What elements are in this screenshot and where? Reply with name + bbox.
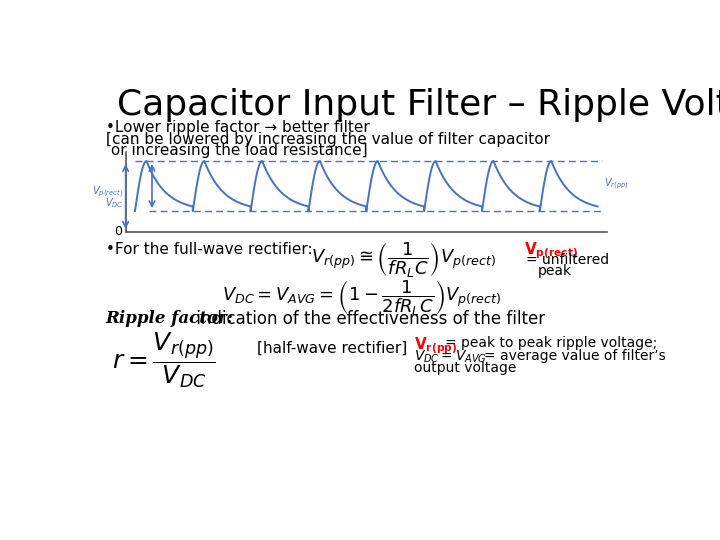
Text: $V_{DC}$: $V_{DC}$: [104, 195, 123, 210]
Text: Capacitor Input Filter – Ripple Voltage: Capacitor Input Filter – Ripple Voltage: [117, 88, 720, 122]
Text: output voltage: output voltage: [414, 361, 516, 375]
Text: $\mathbf{V_{p(rect)}}$: $\mathbf{V_{p(rect)}}$: [524, 240, 578, 261]
Text: [can be lowered by increasing the value of filter capacitor: [can be lowered by increasing the value …: [106, 132, 549, 147]
Text: [half-wave rectifier]: [half-wave rectifier]: [256, 340, 407, 355]
Text: = unfiltered: = unfiltered: [526, 253, 608, 267]
Text: $r = \dfrac{V_{r(pp)}}{V_{DC}}$: $r = \dfrac{V_{r(pp)}}{V_{DC}}$: [112, 330, 215, 390]
Text: $V_{DC} = V_{AVG} = \left(1 - \dfrac{1}{2fR_L C}\right)V_{p(rect)}$: $V_{DC} = V_{AVG} = \left(1 - \dfrac{1}{…: [222, 278, 501, 318]
Text: $V_{r(pp)} \cong \left(\dfrac{1}{fR_L C}\right)V_{p(rect)}$: $V_{r(pp)} \cong \left(\dfrac{1}{fR_L C}…: [311, 240, 496, 280]
Text: peak: peak: [538, 264, 572, 278]
Text: = peak to peak ripple voltage;: = peak to peak ripple voltage;: [445, 336, 657, 350]
Text: •For the full-wave rectifier:: •For the full-wave rectifier:: [106, 242, 312, 257]
Text: or increasing the load resistance]: or increasing the load resistance]: [106, 143, 367, 158]
Text: indication of the effectiveness of the filter: indication of the effectiveness of the f…: [191, 309, 545, 328]
Text: $V_{DC} = V_{AVG}$: $V_{DC} = V_{AVG}$: [414, 349, 487, 366]
Text: $\mathbf{V_{r(pp)}}$: $\mathbf{V_{r(pp)}}$: [414, 336, 457, 356]
Text: = average value of filter’s: = average value of filter’s: [484, 349, 665, 363]
Text: 0: 0: [114, 225, 122, 238]
Text: $V_{r(pp)}$: $V_{r(pp)}$: [604, 177, 629, 192]
Text: •Lower ripple factor → better filter: •Lower ripple factor → better filter: [106, 120, 369, 135]
Text: Ripple factor:: Ripple factor:: [106, 309, 233, 327]
Text: $V_{p(rect)}$: $V_{p(rect)}$: [92, 184, 123, 200]
